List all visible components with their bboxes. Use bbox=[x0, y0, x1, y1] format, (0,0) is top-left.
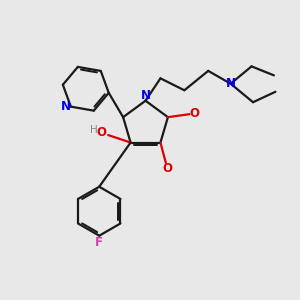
Text: N: N bbox=[61, 100, 71, 113]
Text: N: N bbox=[226, 77, 236, 90]
Text: O: O bbox=[162, 162, 172, 175]
Text: F: F bbox=[95, 236, 103, 249]
Text: O: O bbox=[97, 126, 106, 139]
Text: O: O bbox=[190, 107, 200, 120]
Text: H: H bbox=[90, 125, 98, 135]
Text: N: N bbox=[140, 89, 151, 102]
